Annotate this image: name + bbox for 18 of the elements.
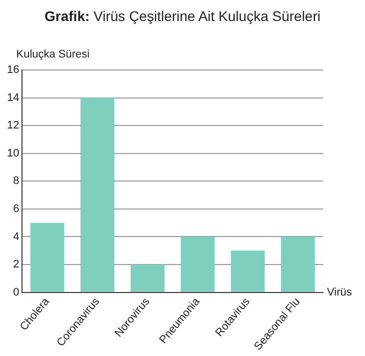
bar <box>130 264 164 292</box>
y-tick-label: 16 <box>6 64 20 76</box>
y-tick-label: 6 <box>13 202 20 215</box>
bar <box>30 222 64 292</box>
x-axis-title: Virüs <box>327 286 352 298</box>
y-tick-label: 14 <box>6 92 20 104</box>
y-tick-label: 4 <box>13 230 20 243</box>
bar <box>80 98 114 292</box>
y-tick-label: 8 <box>13 175 20 188</box>
y-axis-title: Kuluçka Süresi <box>16 48 90 61</box>
chart-title: Grafik: Virüs Çeşitlerine Ait Kuluçka Süreleri <box>44 8 322 24</box>
bar <box>230 250 265 292</box>
bar <box>281 236 315 292</box>
y-tick-label: 12 <box>6 120 20 132</box>
y-tick-label: 2 <box>13 258 20 271</box>
y-tick-label: 0 <box>13 286 20 298</box>
y-tick-label: 10 <box>6 147 20 160</box>
bar <box>180 236 215 292</box>
